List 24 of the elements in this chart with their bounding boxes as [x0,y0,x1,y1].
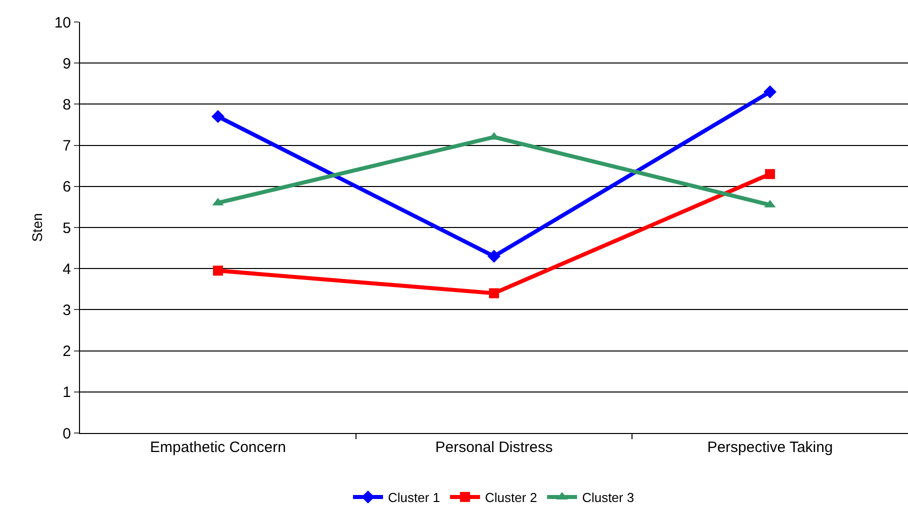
y-tick-label: 10 [54,14,71,32]
y-tick-label: 7 [62,138,71,155]
y-tick-label: 5 [62,220,71,237]
point [765,169,775,180]
point [488,250,500,263]
y-tick-label: 2 [62,343,71,360]
y-tick-label: 3 [62,302,71,319]
x-tick-label: Personal Distress [435,439,553,456]
legend-label: Cluster 3 [582,490,634,506]
point [212,110,224,124]
point [213,266,223,276]
y-tick-label: 9 [62,55,71,72]
y-axis-title: Sten [29,213,45,242]
y-tick-label: 8 [62,96,71,114]
y-tick-label: 1 [62,384,71,402]
x-tick-label: Perspective Taking [707,439,833,456]
y-tick-label: 4 [62,260,71,278]
y-tick-label: 6 [62,178,71,196]
legend-label: Cluster 1 [388,490,440,506]
legend-label: Cluster 2 [485,490,538,506]
point [489,288,499,298]
x-tick-label: Empathetic Concern [150,439,286,456]
point [764,85,776,98]
y-tick-label: 0 [62,425,71,442]
